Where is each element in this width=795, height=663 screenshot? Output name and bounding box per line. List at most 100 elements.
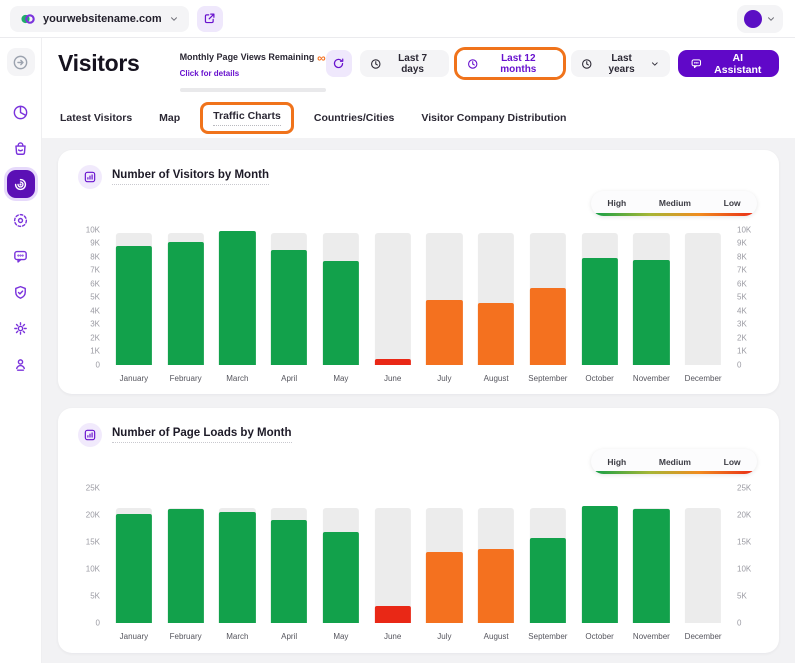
bar-april[interactable] <box>263 488 315 624</box>
sidebar-item-privacy[interactable] <box>7 278 35 306</box>
plot-area <box>108 488 729 624</box>
y-axis-right: 25K 20K 15K 10K 5K 0 <box>729 484 759 628</box>
bar-chart: 10K 9K 8K 7K 6K 5K 4K 3K 2K 1K 0 January February Ma… <box>78 225 759 383</box>
website-selector[interactable]: yourwebsitename.com <box>10 5 189 32</box>
y-tick: 15K <box>85 537 100 547</box>
bar-fill <box>167 508 204 624</box>
bar-november[interactable] <box>626 488 678 624</box>
y-tick: 0 <box>95 618 100 628</box>
y-tick: 6K <box>737 279 747 289</box>
quota-details-link[interactable]: Click for details <box>179 68 240 78</box>
legend-gradient <box>591 212 757 216</box>
bar-february[interactable] <box>160 488 212 624</box>
y-tick: 4K <box>737 306 747 316</box>
quota-progress-bar <box>179 87 326 92</box>
high-medium-low-legend: High Medium Low <box>591 449 757 475</box>
bar-may[interactable] <box>315 488 367 624</box>
open-website-button[interactable] <box>196 5 223 32</box>
time-filter-label: Last years <box>608 52 635 75</box>
bar-june[interactable] <box>367 230 419 365</box>
bar-chart: 25K 20K 15K 10K 5K 0 January February March Apri… <box>78 484 759 642</box>
person-pin-icon <box>12 356 29 373</box>
y-tick: 10K <box>85 564 100 574</box>
bar-january[interactable] <box>108 230 160 365</box>
tab-traffic-charts[interactable]: Traffic Charts <box>203 104 291 131</box>
tab-latest-visitors[interactable]: Latest Visitors <box>60 112 132 124</box>
sidebar-item-behavior[interactable] <box>7 206 35 234</box>
bar-chart-icon <box>78 423 102 448</box>
chart-title[interactable]: Number of Visitors by Month <box>112 169 269 185</box>
tab-visitor-company-distribution[interactable]: Visitor Company Distribution <box>421 112 566 124</box>
sidebar-item-communication[interactable] <box>7 242 35 270</box>
legend-gradient <box>591 471 757 475</box>
chart-title[interactable]: Number of Page Loads by Month <box>112 427 292 444</box>
bar-fill <box>426 300 463 365</box>
bar-march[interactable] <box>212 488 264 624</box>
y-tick: 15K <box>737 537 752 547</box>
bar-track <box>374 507 411 624</box>
y-axis-left: 10K 9K 8K 7K 6K 5K 4K 3K 2K 1K 0 <box>78 225 108 369</box>
bar-fill <box>633 259 670 365</box>
sidebar-item-shop[interactable] <box>7 134 35 162</box>
tab-countries-cities[interactable]: Countries/Cities <box>314 112 395 124</box>
radar-icon <box>12 176 29 193</box>
bar-fill <box>219 512 256 624</box>
x-label: June <box>383 373 402 383</box>
bar-october[interactable] <box>574 488 626 624</box>
bar-april[interactable] <box>263 230 315 365</box>
y-tick: 1K <box>90 346 100 356</box>
bar-august[interactable] <box>470 488 522 624</box>
x-label: February <box>169 632 202 642</box>
bar-july[interactable] <box>419 230 471 365</box>
y-tick: 8K <box>90 252 100 262</box>
y-tick: 0 <box>737 360 742 370</box>
y-tick: 20K <box>85 510 100 520</box>
bar-march[interactable] <box>212 230 264 365</box>
bar-august[interactable] <box>470 230 522 365</box>
sidebar-item-visitors[interactable] <box>6 170 35 198</box>
bar-fill <box>633 508 670 624</box>
bar-september[interactable] <box>522 230 574 365</box>
account-menu[interactable] <box>737 4 783 33</box>
x-label: May <box>333 373 349 383</box>
bar-september[interactable] <box>522 488 574 624</box>
time-filter-label: Last 12 months <box>500 52 537 75</box>
tab-map[interactable]: Map <box>159 112 180 124</box>
sidebar-item-settings[interactable] <box>7 314 35 342</box>
x-label: February <box>169 373 202 383</box>
ai-assistant-button[interactable]: AI Assistant <box>677 50 779 77</box>
y-tick: 0 <box>95 360 100 370</box>
y-tick: 5K <box>90 591 100 601</box>
bar-february[interactable] <box>160 230 212 365</box>
bar-fill <box>322 260 359 365</box>
pie-chart-icon <box>12 104 29 121</box>
y-tick: 3K <box>90 319 100 329</box>
page-header: Visitors Monthly Page Views Remaining Cl… <box>42 38 795 138</box>
y-tick: 7K <box>90 265 100 275</box>
sidebar-item-dashboard[interactable] <box>7 98 35 126</box>
tab-label: Traffic Charts <box>213 110 281 126</box>
bar-may[interactable] <box>315 230 367 365</box>
time-filter-last-12-months[interactable]: Last 12 months <box>456 50 564 77</box>
time-filter-last-7-days[interactable]: Last 7 days <box>359 50 449 77</box>
y-tick: 0 <box>737 618 742 628</box>
bar-june[interactable] <box>367 488 419 624</box>
bar-december[interactable] <box>677 488 729 624</box>
bar-january[interactable] <box>108 488 160 624</box>
y-tick: 5K <box>737 591 747 601</box>
x-label: October <box>585 373 614 383</box>
bar-fill <box>374 606 411 624</box>
bar-november[interactable] <box>626 230 678 365</box>
sidebar-item-account[interactable] <box>7 350 35 378</box>
bar-december[interactable] <box>677 230 729 365</box>
page-loads-by-month-card: Number of Page Loads by Month High Medium… <box>58 408 779 654</box>
bar-october[interactable] <box>574 230 626 365</box>
sidebar-item-expand[interactable] <box>6 48 35 76</box>
time-filter-last-years[interactable]: Last years <box>571 50 670 77</box>
refresh-button[interactable] <box>325 50 352 77</box>
x-axis: January February March April May June July Augu… <box>108 632 729 641</box>
page-title: Visitors <box>58 50 140 76</box>
top-bar: yourwebsitename.com <box>0 0 795 38</box>
content-area: Number of Visitors by Month High Medium Lo… <box>42 137 795 663</box>
bar-july[interactable] <box>419 488 471 624</box>
